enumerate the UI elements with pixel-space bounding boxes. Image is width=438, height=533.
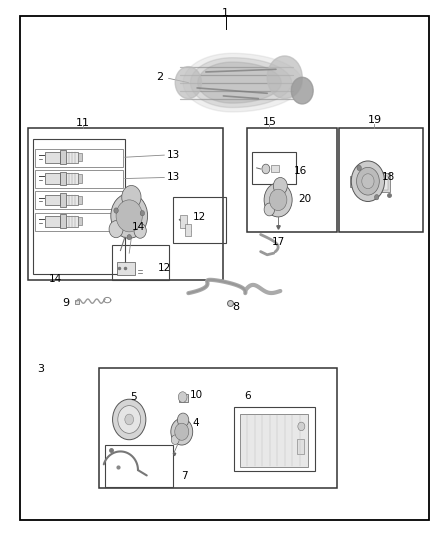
Circle shape bbox=[175, 67, 201, 99]
Bar bbox=[180, 215, 187, 228]
Bar bbox=[240, 414, 308, 467]
Text: 2: 2 bbox=[156, 72, 163, 82]
Bar bbox=[185, 224, 191, 236]
Text: 16: 16 bbox=[293, 166, 307, 175]
Circle shape bbox=[351, 161, 385, 201]
Text: 15: 15 bbox=[262, 117, 276, 126]
Bar bbox=[35, 191, 123, 209]
Text: 14: 14 bbox=[131, 222, 145, 231]
Text: 20: 20 bbox=[298, 194, 311, 204]
Bar bbox=[297, 439, 304, 454]
Bar bbox=[382, 176, 388, 190]
Circle shape bbox=[116, 200, 142, 232]
Text: 17: 17 bbox=[272, 237, 285, 247]
Bar bbox=[112, 245, 169, 280]
Text: 19: 19 bbox=[367, 115, 381, 125]
Bar bbox=[66, 152, 78, 163]
Bar bbox=[33, 139, 125, 274]
Text: 1: 1 bbox=[222, 9, 229, 18]
Text: 4: 4 bbox=[193, 418, 200, 427]
Bar bbox=[60, 214, 66, 228]
Circle shape bbox=[298, 422, 305, 431]
Bar bbox=[339, 128, 423, 232]
Text: 9: 9 bbox=[62, 298, 69, 308]
Text: 10: 10 bbox=[190, 391, 203, 400]
Text: 5: 5 bbox=[130, 392, 137, 401]
Bar bbox=[78, 196, 82, 204]
Bar bbox=[45, 195, 60, 205]
Circle shape bbox=[113, 399, 146, 440]
Bar bbox=[117, 262, 135, 275]
Circle shape bbox=[262, 164, 270, 174]
Bar bbox=[105, 445, 173, 487]
Text: 3: 3 bbox=[37, 364, 44, 374]
Bar bbox=[28, 128, 223, 280]
Text: 12: 12 bbox=[158, 263, 171, 272]
Circle shape bbox=[109, 221, 123, 238]
Bar bbox=[60, 172, 66, 185]
Bar bbox=[271, 165, 279, 172]
Circle shape bbox=[264, 203, 275, 216]
Circle shape bbox=[125, 414, 134, 425]
Text: 18: 18 bbox=[382, 172, 395, 182]
Circle shape bbox=[171, 435, 179, 445]
Bar bbox=[35, 213, 123, 231]
Bar bbox=[35, 170, 123, 188]
Text: 11: 11 bbox=[76, 118, 90, 127]
Circle shape bbox=[111, 193, 148, 238]
Bar bbox=[179, 394, 188, 402]
Bar bbox=[35, 149, 123, 167]
Text: 13: 13 bbox=[166, 172, 180, 182]
Text: 8: 8 bbox=[232, 302, 239, 312]
Bar bbox=[252, 152, 296, 184]
Bar bbox=[45, 152, 60, 163]
Polygon shape bbox=[183, 53, 302, 112]
Bar bbox=[234, 407, 315, 471]
Text: 14: 14 bbox=[49, 274, 62, 284]
Bar bbox=[60, 150, 66, 164]
Circle shape bbox=[269, 189, 287, 211]
Circle shape bbox=[140, 211, 145, 216]
Bar bbox=[78, 153, 82, 161]
Circle shape bbox=[127, 235, 131, 240]
Bar bbox=[350, 176, 354, 187]
Bar bbox=[66, 195, 78, 205]
Circle shape bbox=[374, 195, 379, 200]
Circle shape bbox=[177, 413, 189, 427]
Bar bbox=[75, 300, 79, 304]
Bar bbox=[99, 368, 337, 488]
Bar bbox=[66, 216, 78, 227]
Bar bbox=[78, 217, 82, 225]
Circle shape bbox=[178, 392, 187, 402]
Polygon shape bbox=[198, 62, 281, 103]
Circle shape bbox=[171, 418, 193, 445]
Bar bbox=[60, 193, 66, 207]
Circle shape bbox=[273, 177, 287, 195]
Circle shape bbox=[267, 56, 302, 99]
Bar bbox=[380, 173, 390, 192]
Circle shape bbox=[114, 208, 118, 213]
Circle shape bbox=[134, 223, 146, 238]
Circle shape bbox=[122, 185, 141, 209]
Bar bbox=[247, 128, 337, 232]
Circle shape bbox=[362, 174, 374, 189]
Circle shape bbox=[175, 423, 189, 440]
Bar bbox=[173, 197, 226, 243]
Circle shape bbox=[291, 77, 313, 104]
Circle shape bbox=[357, 167, 379, 195]
Bar bbox=[45, 173, 60, 184]
Bar bbox=[66, 173, 78, 184]
Text: 12: 12 bbox=[193, 212, 206, 222]
Text: 7: 7 bbox=[180, 471, 187, 481]
Bar bbox=[45, 216, 60, 227]
Bar bbox=[78, 174, 82, 183]
Text: 6: 6 bbox=[244, 391, 251, 401]
Text: 13: 13 bbox=[166, 150, 180, 159]
Polygon shape bbox=[191, 58, 292, 108]
Circle shape bbox=[118, 406, 141, 433]
Circle shape bbox=[357, 165, 361, 171]
Circle shape bbox=[264, 183, 292, 217]
